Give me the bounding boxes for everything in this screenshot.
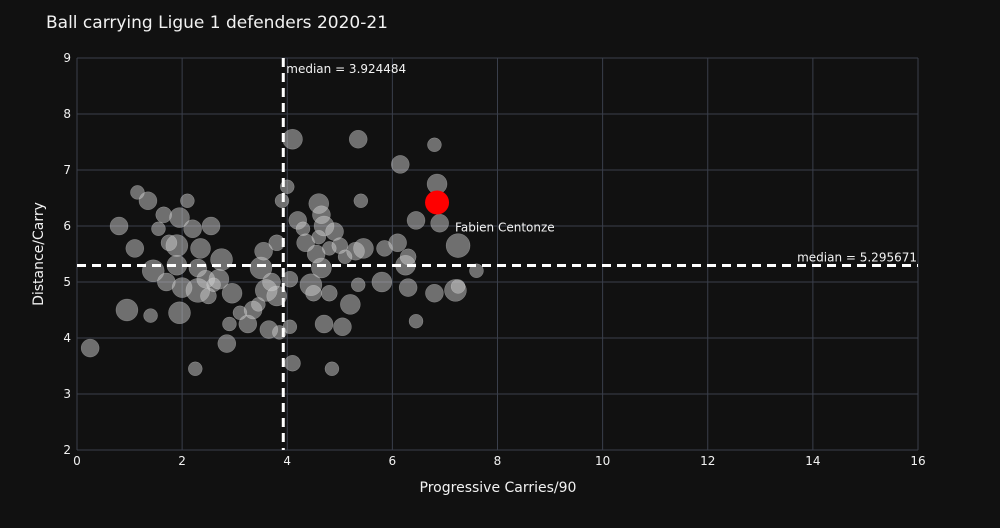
player-point[interactable] [450, 279, 466, 294]
player-point[interactable] [155, 206, 172, 224]
player-point[interactable] [190, 238, 211, 259]
player-point[interactable] [201, 216, 221, 236]
player-point[interactable] [217, 334, 237, 353]
player-point[interactable] [398, 278, 418, 297]
player-point[interactable] [371, 271, 393, 293]
x-tick-label: 8 [494, 454, 502, 468]
median-y-label: median = 5.295671 [797, 250, 917, 264]
player-point[interactable] [125, 239, 145, 258]
player-point[interactable] [311, 257, 332, 279]
player-point[interactable] [138, 191, 158, 211]
y-tick-label: 6 [63, 219, 71, 233]
player-point[interactable] [143, 308, 158, 323]
player-point[interactable] [284, 354, 301, 372]
player-point[interactable] [324, 361, 340, 377]
y-tick-label: 8 [63, 107, 71, 121]
player-point[interactable] [425, 283, 444, 303]
player-point[interactable] [183, 219, 202, 239]
player-point[interactable] [445, 233, 471, 258]
player-point[interactable] [180, 193, 195, 209]
player-point[interactable] [427, 137, 442, 153]
player-point[interactable] [353, 193, 369, 209]
x-tick-label: 4 [283, 454, 291, 468]
y-tick-label: 4 [63, 331, 71, 345]
player-point[interactable] [314, 314, 334, 334]
player-point[interactable] [295, 221, 311, 237]
highlighted-player-label: Fabien Centonze [455, 220, 555, 234]
player-point[interactable] [168, 301, 191, 325]
x-tick-label: 2 [178, 454, 186, 468]
y-tick-label: 9 [63, 51, 71, 65]
player-point[interactable] [321, 284, 338, 302]
player-point[interactable] [350, 277, 366, 293]
y-tick-label: 7 [63, 163, 71, 177]
player-point[interactable] [391, 155, 410, 174]
player-point[interactable] [222, 316, 237, 332]
x-tick-label: 10 [595, 454, 610, 468]
player-point[interactable] [348, 129, 368, 149]
player-point[interactable] [165, 234, 189, 257]
y-tick-label: 3 [63, 387, 71, 401]
median-x-label: median = 3.924484 [286, 62, 406, 76]
player-point[interactable] [408, 313, 424, 329]
player-point[interactable] [254, 241, 273, 261]
chart-title: Ball carrying Ligue 1 defenders 2020-21 [46, 13, 388, 33]
player-point[interactable] [281, 270, 299, 288]
player-point[interactable] [80, 338, 100, 358]
y-tick-label: 5 [63, 275, 71, 289]
x-tick-label: 14 [805, 454, 820, 468]
points-layer: Fabien Centonze [80, 128, 555, 377]
y-axis-label: Distance/Carry [31, 202, 47, 306]
x-tick-label: 16 [910, 454, 925, 468]
median-lines: median = 3.924484 median = 5.295671 [77, 58, 918, 450]
player-point[interactable] [210, 248, 233, 271]
player-point[interactable] [353, 238, 374, 259]
player-point[interactable] [399, 248, 417, 266]
player-point[interactable] [282, 128, 303, 150]
x-tick-label: 12 [700, 454, 715, 468]
player-point[interactable] [333, 317, 352, 337]
highlighted-player-point[interactable] [425, 190, 450, 215]
y-tick-label: 2 [63, 443, 71, 457]
player-point[interactable] [169, 207, 190, 228]
x-tick-label: 0 [73, 454, 81, 468]
player-point[interactable] [266, 285, 287, 307]
player-point[interactable] [188, 361, 203, 377]
player-point[interactable] [109, 216, 129, 236]
player-point[interactable] [115, 298, 139, 322]
player-point[interactable] [151, 221, 166, 237]
player-point[interactable] [340, 294, 361, 315]
player-point[interactable] [430, 213, 449, 233]
player-point[interactable] [305, 284, 322, 302]
player-point[interactable] [469, 263, 484, 279]
x-axis-label: Progressive Carries/90 [420, 480, 577, 496]
x-tick-label: 6 [389, 454, 397, 468]
player-point[interactable] [406, 211, 426, 230]
player-point[interactable] [388, 233, 407, 253]
player-point[interactable] [221, 282, 243, 304]
grid [76, 57, 919, 451]
player-point[interactable] [282, 319, 298, 335]
